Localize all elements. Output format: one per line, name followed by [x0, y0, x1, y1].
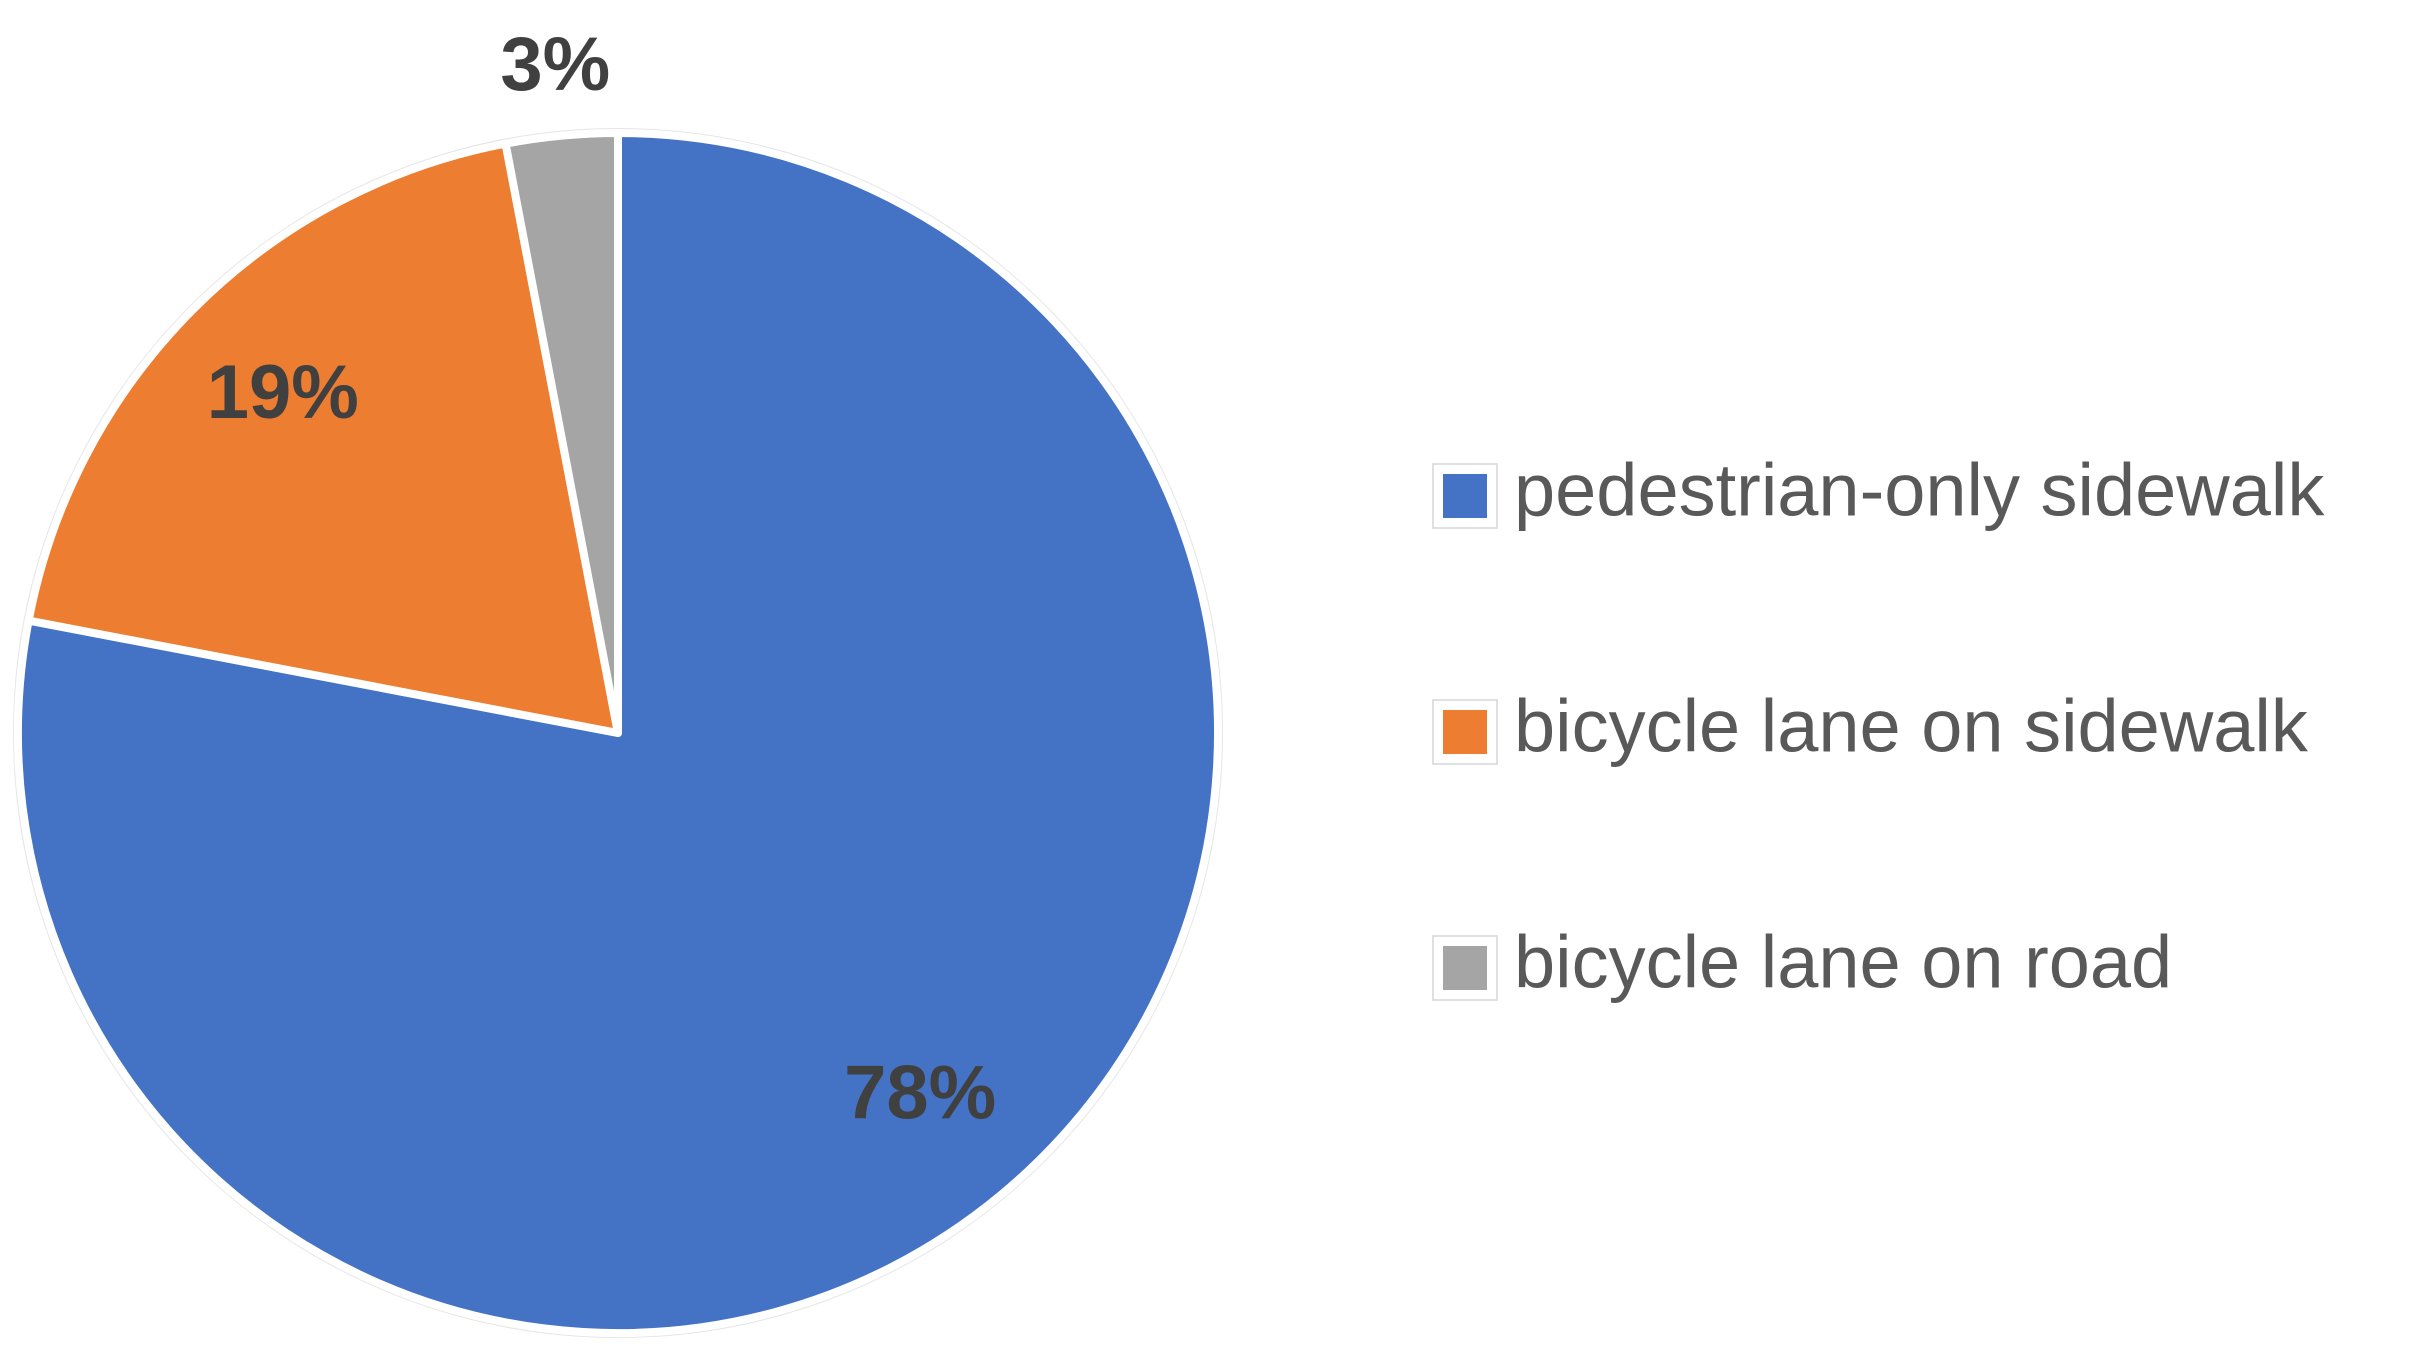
data-label: 19% [207, 350, 359, 435]
data-label: 78% [844, 1050, 996, 1135]
legend-swatch [1433, 936, 1497, 1000]
legend-label: bicycle lane on sidewalk [1514, 685, 2309, 768]
data-label: 3% [500, 22, 610, 107]
legend-swatch-border [1432, 463, 1498, 529]
legend-swatch-border [1432, 699, 1498, 765]
legend-swatch [1433, 464, 1497, 528]
pie-slice [501, 129, 622, 737]
legend-swatch-border [1432, 935, 1498, 1001]
pie-slice [24, 139, 622, 737]
legend-label: pedestrian-only sidewalk [1514, 449, 2325, 532]
legend-label: bicycle lane on road [1514, 921, 2172, 1004]
legend-swatch [1433, 700, 1497, 764]
